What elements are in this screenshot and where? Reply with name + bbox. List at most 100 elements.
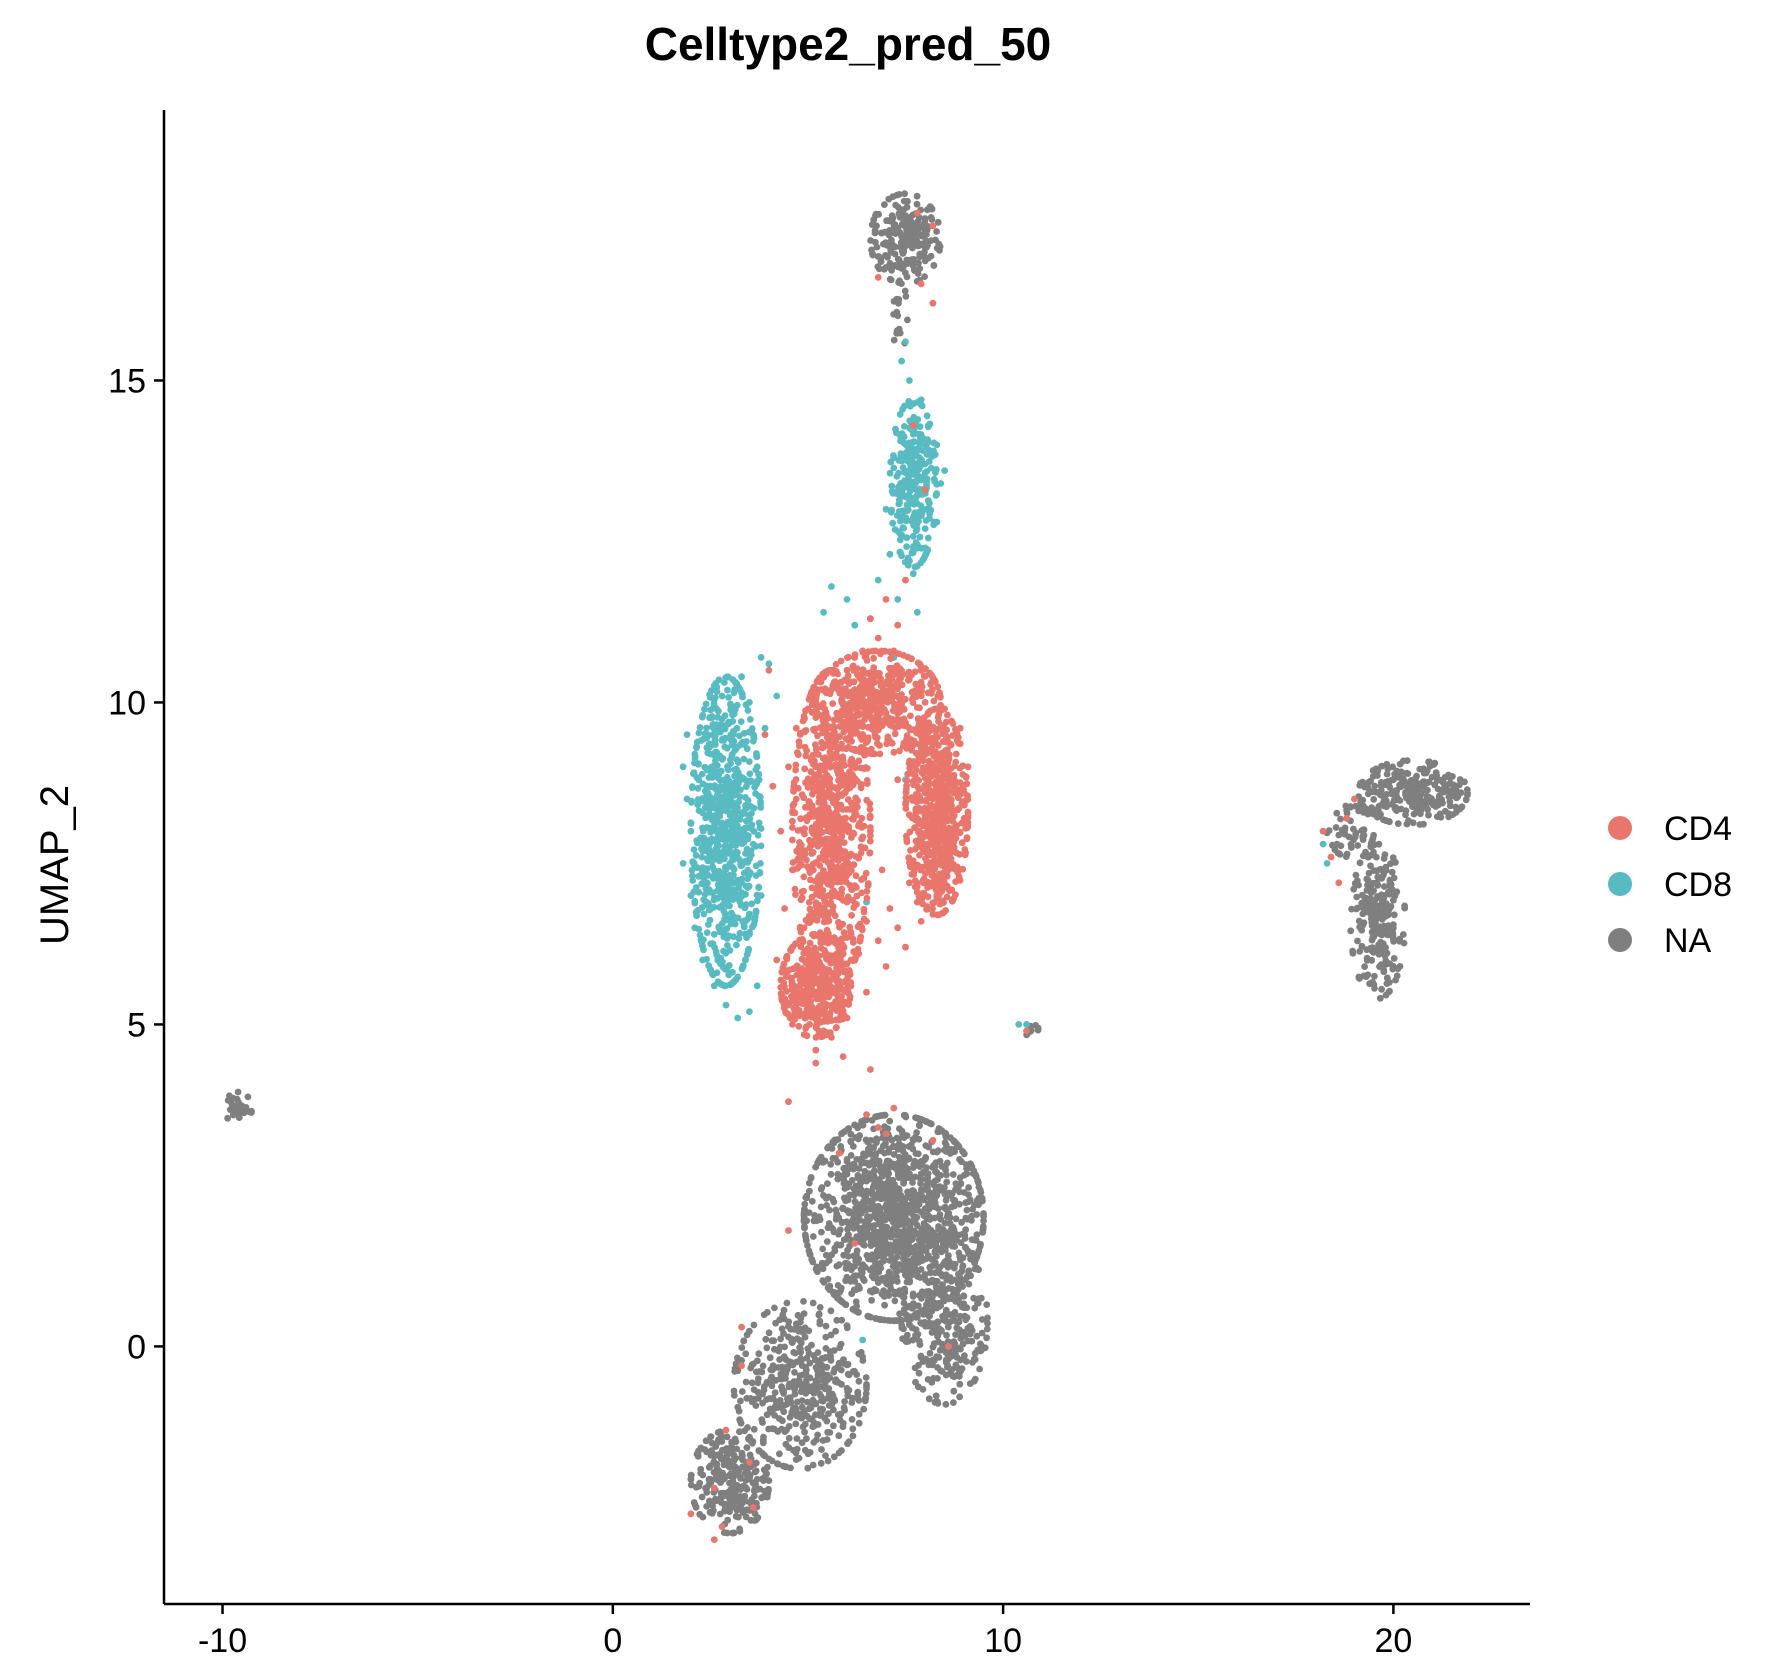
scatter-point-cd8 [744, 706, 752, 714]
scatter-point-na [1446, 802, 1454, 810]
scatter-point-na [935, 1299, 943, 1307]
scatter-point-na [951, 1286, 959, 1294]
scatter-point-na [782, 1463, 789, 1471]
scatter-point-cd8 [756, 869, 764, 877]
scatter-point-na [694, 1451, 702, 1459]
scatter-point-cd8 [731, 791, 739, 799]
scatter-point-na [942, 1196, 950, 1204]
scatter-point-cd8 [746, 1008, 753, 1015]
scatter-point-na [892, 1262, 900, 1269]
scatter-point-cd8 [709, 731, 716, 739]
scatter-point-na [783, 1400, 791, 1408]
scatter-point-na [737, 1474, 744, 1482]
scatter-point-cd8 [692, 852, 700, 859]
scatter-point-cd4 [849, 829, 857, 837]
scatter-point-na [708, 1447, 715, 1454]
scatter-point-na [946, 1318, 954, 1326]
scatter-point-cd8 [717, 871, 725, 879]
scatter-point-na [1375, 802, 1383, 810]
scatter-point-cd8 [719, 755, 727, 762]
scatter-point-cd8 [923, 479, 930, 486]
scatter-point-cd8 [707, 940, 715, 948]
scatter-point-na [760, 1311, 768, 1319]
scatter-point-na [943, 1213, 951, 1221]
scatter-point-cd8 [904, 554, 912, 562]
scatter-point-na [735, 1407, 743, 1415]
scatter-point-na [929, 1320, 937, 1328]
scatter-point-na [850, 1191, 858, 1199]
scatter-point-cd8 [719, 901, 727, 908]
scatter-point-na [1375, 950, 1383, 958]
scatter-point-na [983, 1334, 990, 1342]
scatter-point-cd8 [709, 723, 716, 731]
scatter-point-cd8 [736, 929, 744, 937]
scatter-point-cd8 [696, 724, 704, 731]
scatter-point-na [896, 1153, 903, 1161]
scatter-point-na [1370, 948, 1377, 956]
scatter-point-na [1358, 926, 1366, 934]
scatter-point-cd8 [718, 715, 726, 723]
scatter-point-na [906, 1269, 913, 1276]
scatter-point-na [916, 253, 923, 261]
scatter-point-na [926, 1119, 934, 1127]
scatter-point-na [1369, 906, 1376, 914]
scatter-point-cd8 [725, 720, 732, 728]
scatter-point-na [1433, 777, 1441, 784]
scatter-point-na [818, 1446, 825, 1453]
scatter-point-na [974, 1177, 982, 1185]
scatter-point-cd8 [737, 718, 745, 725]
scatter-point-cd4 [795, 849, 802, 856]
scatter-point-na [890, 227, 897, 235]
scatter-point-na [1363, 957, 1371, 964]
scatter-point-cd8 [917, 460, 925, 468]
scatter-point-cd8 [728, 842, 735, 849]
scatter-point-cd4 [839, 806, 847, 813]
scatter-point-na [807, 1174, 815, 1181]
scatter-point-na [884, 1213, 892, 1220]
scatter-point-na [824, 1457, 832, 1465]
scatter-point-cd8 [725, 932, 733, 940]
scatter-point-na [917, 1247, 924, 1255]
scatter-point-na [894, 1211, 902, 1219]
scatter-point-cd8 [753, 763, 761, 771]
scatter-point-na [702, 1484, 709, 1492]
scatter-point-na [969, 1205, 976, 1213]
scatter-point-na [855, 1410, 863, 1418]
scatter-point-na [812, 1163, 819, 1171]
scatter-point-na [717, 1454, 725, 1462]
scatter-point-na [841, 1406, 848, 1414]
scatter-point-na [1345, 804, 1353, 811]
scatter-point-cd8 [895, 508, 903, 516]
scatter-point-na [783, 1426, 790, 1434]
scatter-point-na [983, 1325, 991, 1333]
scatter-point-na [913, 200, 921, 208]
scatter-point-na [1380, 797, 1388, 804]
scatter-point-na [1347, 841, 1355, 848]
scatter-point-na [838, 1316, 846, 1324]
scatter-point-na [797, 1355, 805, 1362]
scatter-point-na [1425, 793, 1433, 801]
scatter-point-na [901, 190, 908, 198]
scatter-point-na [785, 1444, 793, 1452]
scatter-point-na [917, 1186, 925, 1194]
scatter-point-na [896, 1228, 904, 1236]
scatter-point-na [1362, 973, 1370, 981]
scatter-point-na [1350, 885, 1358, 893]
scatter-point-na [971, 1349, 979, 1357]
scatter-point-na [833, 1210, 841, 1218]
scatter-point-na [903, 1331, 911, 1339]
scatter-point-na [697, 1465, 705, 1473]
scatter-point-na [974, 1299, 982, 1307]
scatter-point-na [836, 1226, 844, 1234]
scatter-point-na [823, 1238, 831, 1245]
scatter-point-na [875, 265, 883, 273]
scatter-point-na [1386, 784, 1394, 791]
scatter-point-na [866, 1215, 873, 1223]
scatter-point-cd8 [917, 512, 925, 520]
scatter-point-na [924, 1174, 932, 1182]
scatter-point-cd8 [733, 701, 741, 709]
scatter-point-na [900, 1299, 908, 1307]
scatter-point-na [887, 276, 895, 284]
scatter-point-na [847, 1130, 855, 1138]
scatter-point-na [797, 1318, 804, 1326]
